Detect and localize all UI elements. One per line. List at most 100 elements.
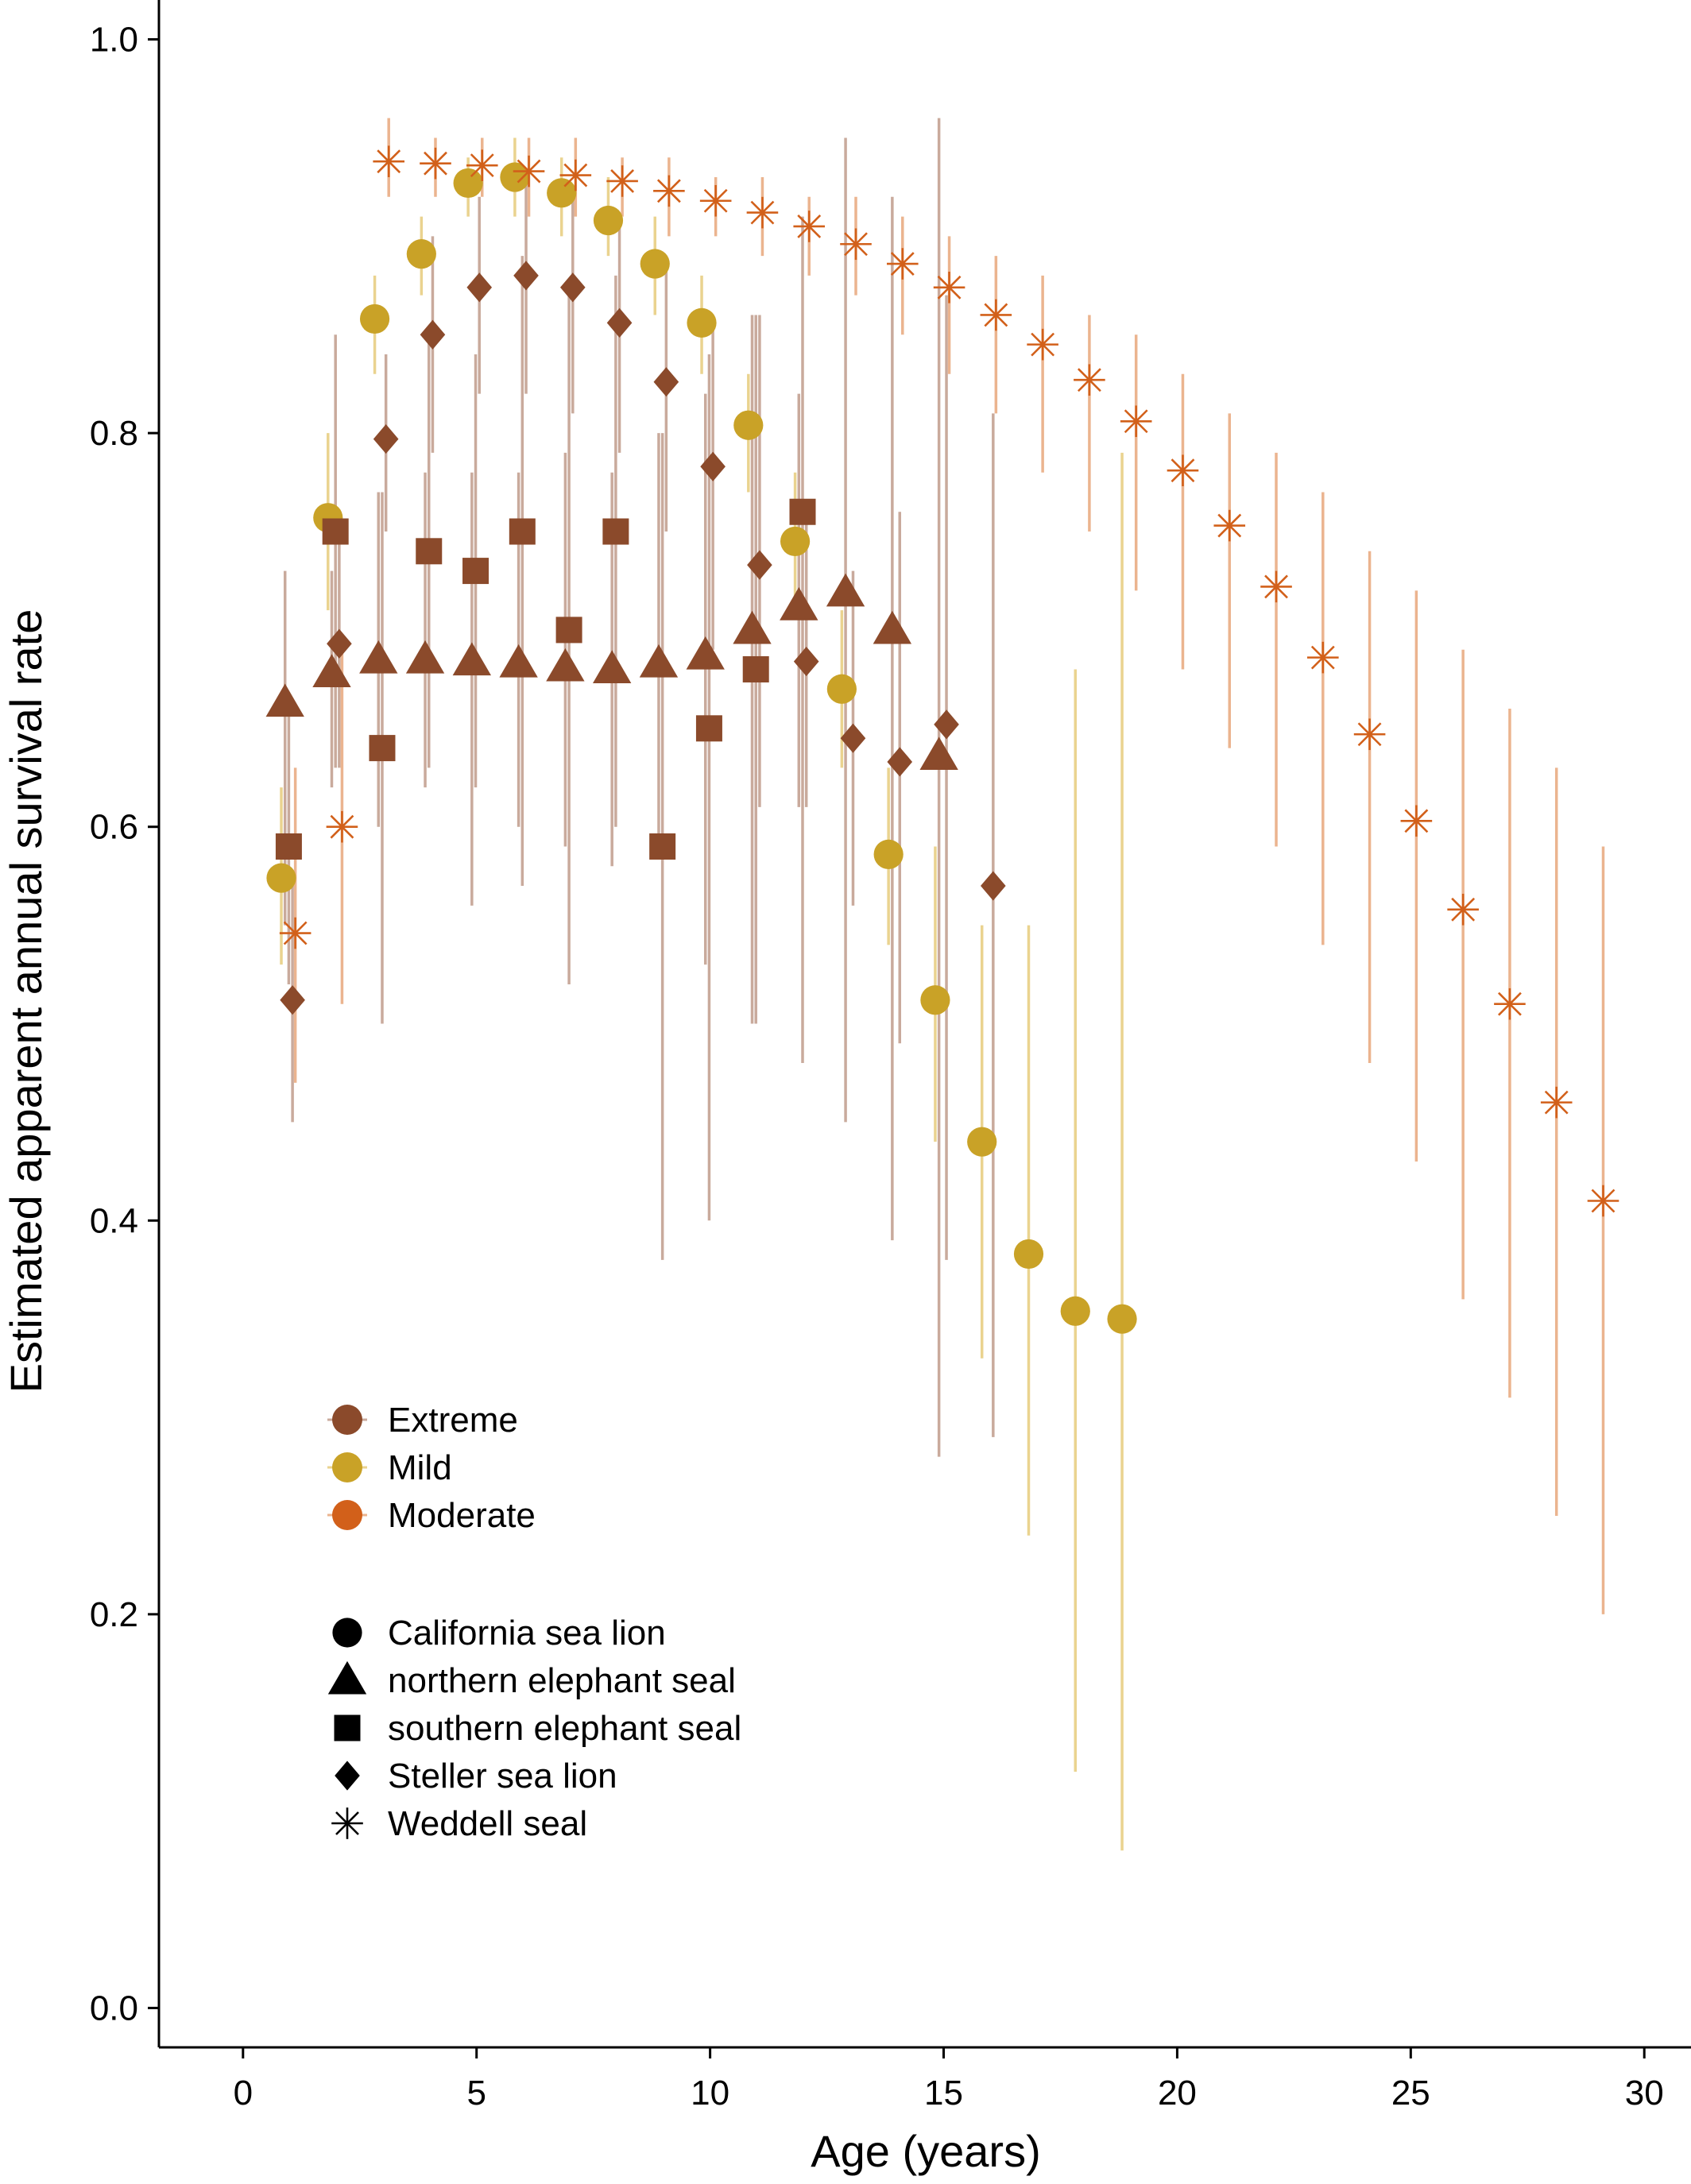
data-point bbox=[499, 644, 538, 678]
y-tick-label: 0.6 bbox=[90, 808, 138, 847]
x-tick-label: 20 bbox=[1158, 2074, 1197, 2112]
data-point bbox=[559, 159, 592, 191]
y-tick-label: 0.8 bbox=[90, 414, 138, 453]
data-point bbox=[592, 650, 632, 684]
error-bars-layer bbox=[280, 118, 1605, 1851]
data-point bbox=[793, 646, 819, 677]
data-point bbox=[453, 168, 483, 199]
legend-shape: California sea lion northern elephant sea… bbox=[327, 1614, 741, 1843]
legend-shape-marker bbox=[331, 1807, 363, 1839]
data-point bbox=[826, 674, 857, 704]
legend-color-label: Mild bbox=[388, 1448, 452, 1487]
x-tick-label: 15 bbox=[924, 2074, 963, 2112]
data-point bbox=[606, 165, 638, 197]
legend-color-label: Moderate bbox=[388, 1496, 536, 1535]
legend-shape-label: California sea lion bbox=[388, 1614, 666, 1652]
data-point bbox=[780, 526, 811, 557]
data-point bbox=[967, 1127, 997, 1157]
data-point bbox=[1213, 509, 1246, 542]
data-point bbox=[640, 249, 670, 279]
data-point bbox=[606, 307, 633, 338]
y-tick-label: 0.4 bbox=[90, 1201, 138, 1240]
data-point bbox=[359, 640, 398, 674]
legend-shape-marker bbox=[334, 1714, 361, 1741]
data-point bbox=[733, 610, 772, 644]
data-point bbox=[266, 863, 296, 893]
data-point bbox=[513, 155, 545, 187]
data-point bbox=[826, 573, 865, 607]
data-point bbox=[452, 642, 492, 676]
data-point bbox=[559, 273, 586, 303]
y-axis-ticks: 0.0 0.2 0.4 0.6 0.8 1.0 bbox=[90, 21, 159, 2027]
data-point bbox=[546, 647, 585, 682]
data-point bbox=[933, 271, 965, 303]
data-point bbox=[326, 810, 358, 843]
data-point bbox=[420, 319, 446, 350]
data-point bbox=[1587, 1185, 1619, 1217]
data-point bbox=[1353, 718, 1386, 751]
data-point bbox=[462, 558, 489, 585]
data-point bbox=[1400, 805, 1433, 837]
data-point bbox=[327, 628, 352, 659]
legend-color-label: Extreme bbox=[388, 1401, 518, 1440]
legend-shape-marker bbox=[327, 1660, 367, 1695]
data-point bbox=[1060, 1296, 1090, 1326]
data-point bbox=[312, 654, 351, 687]
data-point bbox=[934, 709, 959, 740]
data-point bbox=[405, 640, 445, 674]
data-point bbox=[373, 145, 404, 177]
data-point bbox=[1494, 988, 1526, 1020]
legend-color: Extreme Mild Moderate bbox=[327, 1401, 536, 1535]
data-point bbox=[840, 723, 866, 753]
data-point bbox=[280, 985, 305, 1015]
legend-color-swatch bbox=[332, 1452, 362, 1482]
data-point bbox=[886, 248, 919, 280]
data-point bbox=[686, 636, 725, 670]
data-point bbox=[466, 149, 498, 181]
data-point bbox=[406, 239, 436, 269]
data-point bbox=[746, 196, 779, 229]
data-point bbox=[547, 178, 577, 208]
x-tick-label: 5 bbox=[466, 2074, 486, 2112]
data-point bbox=[1167, 454, 1199, 487]
data-point bbox=[653, 367, 679, 397]
legend-shape-label: northern elephant seal bbox=[388, 1661, 736, 1700]
legend-shape-marker bbox=[332, 1618, 362, 1648]
data-point bbox=[359, 303, 390, 334]
data-point bbox=[789, 498, 816, 525]
x-tick-label: 10 bbox=[691, 2074, 729, 2112]
data-point bbox=[873, 610, 912, 644]
data-point bbox=[265, 683, 304, 717]
data-point bbox=[279, 917, 312, 949]
data-point bbox=[793, 211, 826, 242]
data-point bbox=[1447, 893, 1479, 926]
data-point bbox=[649, 833, 676, 860]
data-point bbox=[873, 839, 904, 870]
data-point bbox=[700, 451, 726, 481]
data-point bbox=[840, 228, 872, 261]
legend-color-swatch bbox=[332, 1405, 362, 1435]
data-point bbox=[602, 518, 629, 545]
data-point bbox=[1074, 364, 1105, 396]
data-point bbox=[1107, 1304, 1137, 1334]
y-tick-label: 1.0 bbox=[90, 21, 138, 60]
data-point bbox=[593, 205, 624, 236]
data-point bbox=[695, 715, 722, 742]
data-point bbox=[509, 518, 536, 545]
y-tick-label: 0.2 bbox=[90, 1595, 138, 1634]
data-point bbox=[887, 747, 913, 777]
data-point bbox=[369, 735, 396, 762]
data-point bbox=[733, 410, 764, 440]
x-tick-label: 0 bbox=[234, 2074, 253, 2112]
data-point bbox=[420, 147, 451, 180]
data-point bbox=[322, 518, 349, 545]
y-axis-title: Estimated apparent annual survival rate bbox=[1, 609, 51, 1394]
data-point bbox=[373, 423, 399, 454]
data-point bbox=[919, 736, 958, 771]
data-points-layer bbox=[265, 145, 1619, 1334]
legend-shape-label: southern elephant seal bbox=[388, 1709, 741, 1748]
data-point bbox=[275, 833, 302, 860]
legend-color-swatch bbox=[332, 1500, 362, 1530]
legend-shape-label: Weddell seal bbox=[388, 1804, 587, 1843]
